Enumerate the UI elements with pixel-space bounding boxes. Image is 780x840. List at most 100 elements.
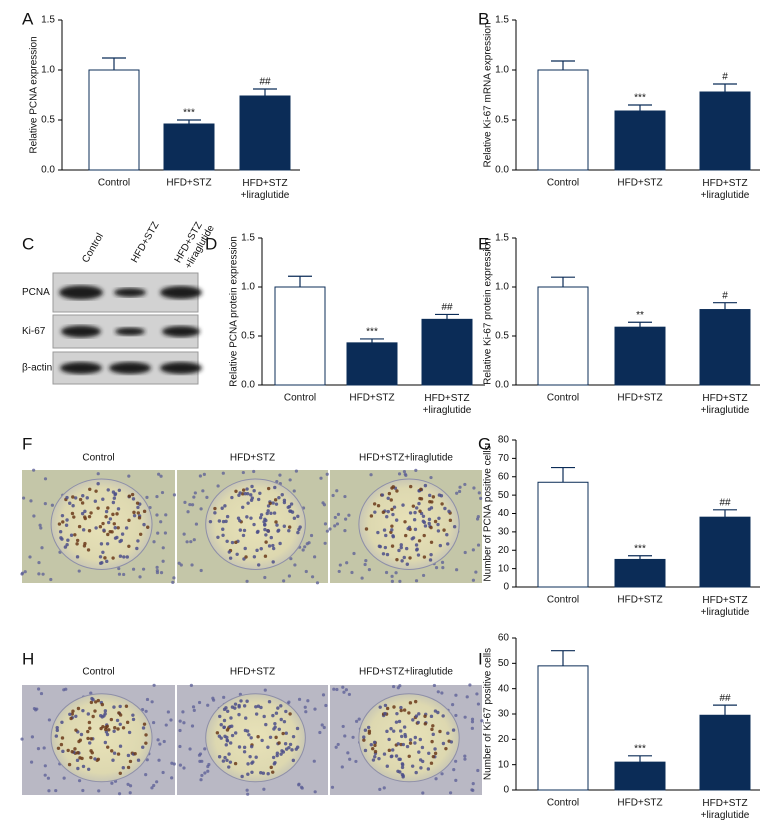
islet-nucleus	[263, 527, 267, 532]
islet-nucleus	[86, 736, 90, 741]
islet-nucleus	[383, 703, 388, 708]
significance-label: #	[722, 72, 728, 83]
islet-nucleus	[99, 726, 103, 731]
cell-nucleus	[221, 471, 225, 475]
cell-nucleus	[390, 579, 394, 583]
cell-nucleus	[50, 503, 54, 507]
cell-nucleus	[455, 491, 459, 495]
islet-nucleus	[215, 731, 220, 735]
islet-nucleus	[445, 533, 449, 537]
bar	[699, 91, 751, 171]
islet-nucleus	[402, 708, 407, 712]
islet-nucleus	[288, 742, 293, 747]
islet-nucleus	[452, 525, 457, 529]
cell-nucleus	[479, 496, 483, 500]
islet-nucleus	[96, 506, 100, 510]
islet-nucleus	[387, 491, 392, 496]
islet-nucleus	[91, 714, 95, 719]
cell-nucleus	[297, 697, 302, 701]
islet-nucleus	[411, 536, 416, 540]
islet-nucleus	[217, 734, 222, 738]
islet-nucleus	[413, 735, 418, 740]
islet-nucleus	[93, 499, 98, 503]
islet-nucleus	[142, 522, 146, 527]
cell-nucleus	[333, 524, 337, 528]
islet-nucleus	[396, 769, 400, 773]
cell-nucleus	[262, 787, 266, 791]
cell-nucleus	[333, 515, 337, 520]
y-tick-label: 0.0	[241, 380, 255, 391]
islet-nucleus	[104, 514, 108, 519]
cell-nucleus	[304, 569, 308, 574]
cell-nucleus	[194, 522, 199, 526]
islet-nucleus	[378, 705, 382, 709]
x-tick-label: HFD+STZ +liraglutide	[241, 178, 290, 201]
cell-nucleus	[313, 555, 317, 559]
islet-nucleus	[106, 532, 110, 537]
cell-nucleus	[159, 520, 163, 524]
islet-nucleus	[296, 514, 300, 519]
cell-nucleus	[468, 683, 472, 687]
cell-nucleus	[341, 724, 345, 729]
islet-nucleus	[291, 758, 296, 763]
cell-nucleus	[189, 683, 193, 687]
islet-nucleus	[243, 546, 247, 551]
islet-nucleus	[362, 735, 366, 739]
y-axis-label: Relative Ki-67 mRNA expression	[483, 22, 494, 167]
islet-nucleus	[106, 506, 110, 510]
islet-nucleus	[93, 709, 97, 713]
cell-nucleus	[458, 489, 462, 494]
islet-nucleus	[298, 525, 302, 529]
cell-nucleus	[474, 570, 478, 574]
x-tick-label: HFD+STZ +liraglutide	[701, 178, 750, 201]
islet-nucleus	[263, 523, 267, 527]
cell-nucleus	[245, 788, 249, 792]
islet-nucleus	[127, 730, 132, 735]
y-axis-label: Number of Ki-67 positive cells	[483, 648, 494, 780]
x-tick-label: Control	[547, 178, 579, 189]
islet-nucleus	[405, 744, 410, 749]
islet-nucleus	[405, 562, 410, 566]
bar	[699, 714, 751, 791]
cell-nucleus	[192, 495, 196, 499]
cell-nucleus	[318, 730, 322, 735]
islet-nucleus	[408, 511, 413, 515]
islet-nucleus	[247, 733, 251, 737]
cell-nucleus	[77, 779, 82, 783]
islet-nucleus	[89, 749, 93, 753]
x-tick-label: HFD+STZ	[617, 393, 662, 404]
islet-nucleus	[420, 745, 425, 750]
cell-nucleus	[198, 759, 202, 763]
islet-nucleus	[224, 743, 228, 747]
islet-nucleus	[277, 727, 281, 732]
islet-nucleus	[271, 546, 276, 551]
islet-nucleus	[109, 717, 114, 722]
cell-nucleus	[294, 469, 299, 473]
islet-nucleus	[446, 731, 450, 735]
islet-nucleus	[246, 501, 250, 505]
islet-nucleus	[392, 505, 397, 509]
islet-nucleus	[431, 724, 435, 728]
islet-nucleus	[436, 529, 441, 533]
islet-nucleus	[93, 757, 97, 761]
cell-nucleus	[169, 718, 173, 722]
cell-nucleus	[157, 758, 161, 762]
cell-nucleus	[338, 563, 342, 567]
cell-nucleus	[350, 570, 354, 575]
cell-nucleus	[205, 495, 209, 499]
islet-nucleus	[369, 514, 374, 518]
cell-nucleus	[30, 735, 35, 739]
cell-nucleus	[454, 693, 458, 697]
islet-nucleus	[249, 744, 254, 749]
islet-nucleus	[99, 714, 103, 718]
islet-nucleus	[66, 748, 70, 753]
islet-nucleus	[222, 718, 227, 723]
islet-nucleus	[101, 497, 105, 501]
cell-nucleus	[40, 546, 44, 550]
islet-nucleus	[366, 725, 371, 730]
islet-nucleus	[423, 483, 428, 488]
islet-nucleus	[245, 515, 249, 519]
row-label: Ki-67	[22, 326, 46, 337]
panel-letter: H	[22, 649, 34, 668]
bar	[421, 318, 473, 386]
